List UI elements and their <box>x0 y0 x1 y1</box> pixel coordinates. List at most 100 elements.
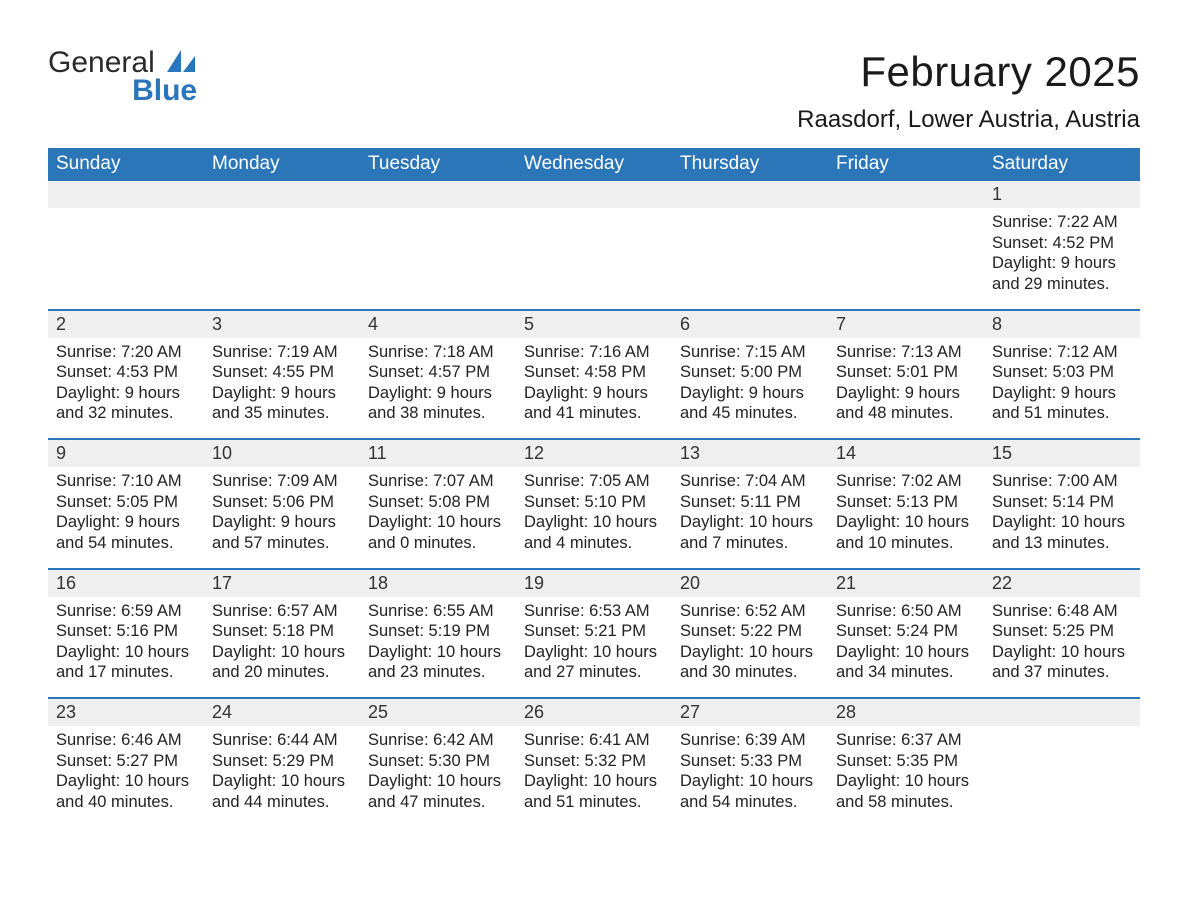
empty-day-number <box>672 181 828 208</box>
daylight-value: 9 hours and 38 minutes. <box>368 384 492 423</box>
sunset-value: 5:16 PM <box>117 622 178 640</box>
sunrise-line: Sunrise: 6:42 AM <box>368 730 508 751</box>
sunrise-line: Sunrise: 6:39 AM <box>680 730 820 751</box>
sunrise-value: 7:18 AM <box>433 343 494 361</box>
day-number-row: 232425262728 <box>48 699 1140 726</box>
day-cell: Sunrise: 7:18 AMSunset: 4:57 PMDaylight:… <box>360 338 516 440</box>
day-number-row: 2345678 <box>48 311 1140 338</box>
sunset-line: Sunset: 5:27 PM <box>56 751 196 772</box>
day-cell: Sunrise: 6:50 AMSunset: 5:24 PMDaylight:… <box>828 597 984 699</box>
weekday-header: Saturday <box>984 148 1140 181</box>
day-number: 3 <box>204 311 360 338</box>
daylight-line: Daylight: 10 hours and 4 minutes. <box>524 512 664 553</box>
daylight-value: 9 hours and 54 minutes. <box>56 513 180 552</box>
daylight-line: Daylight: 10 hours and 47 minutes. <box>368 771 508 812</box>
sunrise-value: 6:44 AM <box>277 731 338 749</box>
day-cell: Sunrise: 6:42 AMSunset: 5:30 PMDaylight:… <box>360 726 516 827</box>
daylight-line: Daylight: 9 hours and 35 minutes. <box>212 383 352 424</box>
day-number: 24 <box>204 699 360 726</box>
sunrise-line: Sunrise: 6:46 AM <box>56 730 196 751</box>
day-cell: Sunrise: 7:00 AMSunset: 5:14 PMDaylight:… <box>984 467 1140 569</box>
sunrise-value: 7:02 AM <box>901 472 962 490</box>
sunrise-value: 6:57 AM <box>277 602 338 620</box>
daylight-value: 10 hours and 37 minutes. <box>992 643 1125 682</box>
sunrise-line: Sunrise: 7:00 AM <box>992 471 1132 492</box>
sunrise-value: 7:00 AM <box>1057 472 1118 490</box>
daylight-line: Daylight: 10 hours and 17 minutes. <box>56 642 196 683</box>
sunrise-value: 7:22 AM <box>1057 213 1118 231</box>
day-number: 26 <box>516 699 672 726</box>
sunrise-value: 6:50 AM <box>901 602 962 620</box>
day-number: 5 <box>516 311 672 338</box>
day-number-row: 16171819202122 <box>48 570 1140 597</box>
sunset-value: 5:19 PM <box>429 622 490 640</box>
day-cell: Sunrise: 7:02 AMSunset: 5:13 PMDaylight:… <box>828 467 984 569</box>
title-block: February 2025 Raasdorf, Lower Austria, A… <box>797 48 1140 134</box>
sunrise-value: 7:19 AM <box>277 343 338 361</box>
day-cell: Sunrise: 6:59 AMSunset: 5:16 PMDaylight:… <box>48 597 204 699</box>
daylight-value: 9 hours and 45 minutes. <box>680 384 804 423</box>
sunset-line: Sunset: 5:29 PM <box>212 751 352 772</box>
day-cell: Sunrise: 6:37 AMSunset: 5:35 PMDaylight:… <box>828 726 984 827</box>
sunrise-line: Sunrise: 6:41 AM <box>524 730 664 751</box>
sunset-value: 4:52 PM <box>1053 234 1114 252</box>
sunset-value: 5:00 PM <box>741 363 802 381</box>
day-number: 8 <box>984 311 1140 338</box>
sunrise-value: 7:15 AM <box>745 343 806 361</box>
day-cell: Sunrise: 6:48 AMSunset: 5:25 PMDaylight:… <box>984 597 1140 699</box>
sunset-line: Sunset: 5:19 PM <box>368 621 508 642</box>
empty-day-number <box>516 181 672 208</box>
weekday-header: Thursday <box>672 148 828 181</box>
sunset-line: Sunset: 4:57 PM <box>368 362 508 383</box>
day-number-row: 9101112131415 <box>48 440 1140 467</box>
day-number: 20 <box>672 570 828 597</box>
sunset-value: 4:53 PM <box>117 363 178 381</box>
day-cell: Sunrise: 7:15 AMSunset: 5:00 PMDaylight:… <box>672 338 828 440</box>
day-number: 23 <box>48 699 204 726</box>
sunrise-value: 6:53 AM <box>589 602 650 620</box>
day-content-row: Sunrise: 7:22 AMSunset: 4:52 PMDaylight:… <box>48 208 1140 310</box>
sunset-line: Sunset: 4:53 PM <box>56 362 196 383</box>
sunset-line: Sunset: 5:01 PM <box>836 362 976 383</box>
day-number: 11 <box>360 440 516 467</box>
day-cell: Sunrise: 6:41 AMSunset: 5:32 PMDaylight:… <box>516 726 672 827</box>
sunrise-line: Sunrise: 6:37 AM <box>836 730 976 751</box>
sunset-line: Sunset: 5:11 PM <box>680 492 820 513</box>
daylight-line: Daylight: 9 hours and 29 minutes. <box>992 253 1132 294</box>
day-cell: Sunrise: 6:55 AMSunset: 5:19 PMDaylight:… <box>360 597 516 699</box>
daylight-line: Daylight: 10 hours and 13 minutes. <box>992 512 1132 553</box>
sunset-line: Sunset: 5:22 PM <box>680 621 820 642</box>
sunrise-value: 7:16 AM <box>589 343 650 361</box>
day-number: 22 <box>984 570 1140 597</box>
sunrise-value: 7:07 AM <box>433 472 494 490</box>
sunset-value: 5:10 PM <box>585 493 646 511</box>
sunset-line: Sunset: 5:33 PM <box>680 751 820 772</box>
daylight-line: Daylight: 10 hours and 44 minutes. <box>212 771 352 812</box>
sunset-line: Sunset: 5:03 PM <box>992 362 1132 383</box>
sunset-value: 5:33 PM <box>741 752 802 770</box>
sunset-line: Sunset: 5:00 PM <box>680 362 820 383</box>
daylight-value: 9 hours and 51 minutes. <box>992 384 1116 423</box>
empty-day-cell <box>48 208 204 310</box>
sunrise-line: Sunrise: 7:16 AM <box>524 342 664 363</box>
day-cell: Sunrise: 6:53 AMSunset: 5:21 PMDaylight:… <box>516 597 672 699</box>
sunrise-line: Sunrise: 7:04 AM <box>680 471 820 492</box>
sunrise-line: Sunrise: 6:59 AM <box>56 601 196 622</box>
sunrise-line: Sunrise: 6:44 AM <box>212 730 352 751</box>
sunset-value: 5:22 PM <box>741 622 802 640</box>
sunset-line: Sunset: 5:14 PM <box>992 492 1132 513</box>
page-header: General Blue February 2025 Raasdorf, Low… <box>48 48 1140 134</box>
daylight-value: 10 hours and 34 minutes. <box>836 643 969 682</box>
daylight-value: 10 hours and 17 minutes. <box>56 643 189 682</box>
sunset-line: Sunset: 5:08 PM <box>368 492 508 513</box>
daylight-value: 10 hours and 13 minutes. <box>992 513 1125 552</box>
daylight-line: Daylight: 10 hours and 7 minutes. <box>680 512 820 553</box>
sunset-line: Sunset: 4:52 PM <box>992 233 1132 254</box>
day-number: 19 <box>516 570 672 597</box>
sunrise-line: Sunrise: 7:18 AM <box>368 342 508 363</box>
sunrise-line: Sunrise: 7:12 AM <box>992 342 1132 363</box>
sunrise-line: Sunrise: 6:50 AM <box>836 601 976 622</box>
daylight-line: Daylight: 10 hours and 10 minutes. <box>836 512 976 553</box>
sunrise-value: 7:05 AM <box>589 472 650 490</box>
day-number: 15 <box>984 440 1140 467</box>
